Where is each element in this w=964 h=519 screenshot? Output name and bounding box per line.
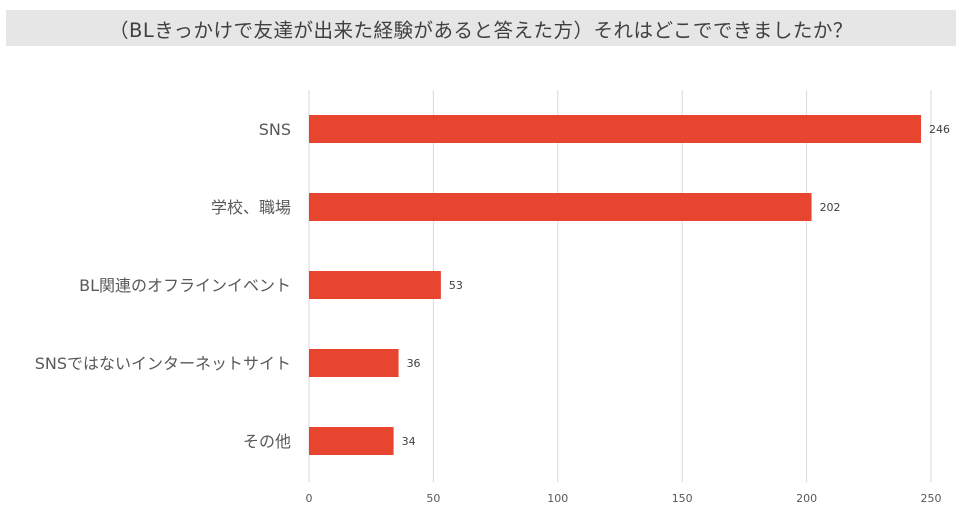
bar xyxy=(309,349,399,377)
x-tick-label: 200 xyxy=(796,492,817,505)
data-label: 246 xyxy=(929,123,950,136)
data-label: 36 xyxy=(407,357,421,370)
category-label: BL関連のオフラインイベント xyxy=(79,276,291,295)
category-label: SNS xyxy=(259,120,291,139)
bar xyxy=(309,427,394,455)
chart-title: （BLきっかけで友達が出来た経験があると答えた方）それはどこでできましたか？ xyxy=(109,18,853,42)
x-tick-label: 100 xyxy=(547,492,568,505)
x-tick-label: 50 xyxy=(426,492,440,505)
data-label: 53 xyxy=(449,279,463,292)
data-label: 202 xyxy=(820,201,841,214)
bar xyxy=(309,193,812,221)
x-tick-label: 0 xyxy=(306,492,313,505)
category-label: その他 xyxy=(243,432,291,451)
category-label: SNSではないインターネットサイト xyxy=(35,354,291,373)
x-tick-label: 150 xyxy=(672,492,693,505)
bar xyxy=(309,115,922,143)
category-label: 学校、職場 xyxy=(211,198,291,217)
x-tick-label: 250 xyxy=(921,492,942,505)
data-label: 34 xyxy=(402,435,416,448)
bar xyxy=(309,271,441,299)
chart-title-bar: （BLきっかけで友達が出来た経験があると答えた方）それはどこでできましたか？ xyxy=(6,10,956,46)
